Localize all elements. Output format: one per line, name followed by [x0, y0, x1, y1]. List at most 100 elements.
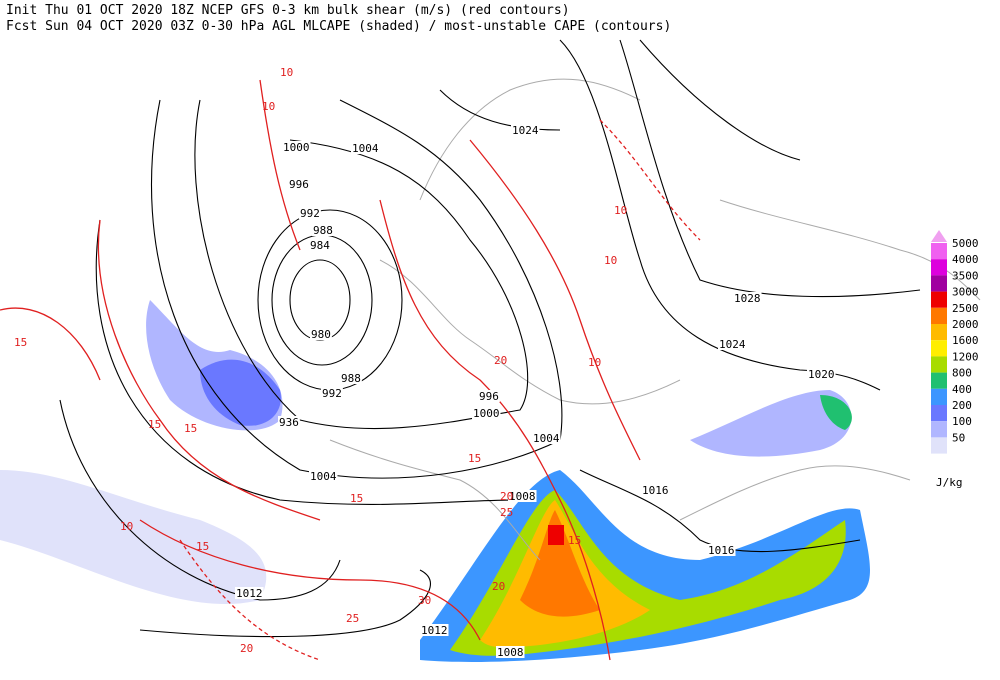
shear-contour: [139, 519, 481, 641]
isobar: [579, 469, 861, 553]
header-line: Init Thu 01 OCT 2020 18Z NCEP GFS 0-3 km…: [6, 3, 570, 18]
legend-label: 400: [952, 383, 972, 396]
isobar-label: 1016: [642, 484, 669, 497]
isobar: [271, 234, 373, 366]
shear-label: 15: [196, 540, 209, 553]
cape-area: [548, 525, 564, 545]
isobar-label: 988: [341, 372, 361, 385]
isobar-label: 992: [300, 207, 320, 220]
shear-contour: [379, 199, 611, 661]
shear-contour: [97, 219, 321, 521]
legend-label: 2000: [952, 318, 979, 331]
isobar-label: 936: [279, 416, 299, 429]
label-bg: [351, 142, 380, 154]
shear-label: 20: [500, 490, 513, 503]
isobar-label: 1020: [808, 368, 835, 381]
label-bg: [511, 124, 540, 136]
shear-label: 20: [240, 642, 253, 655]
label-bg: [472, 407, 501, 419]
cape-area: [200, 359, 281, 426]
isobar: [95, 219, 521, 505]
isobar-label: 1024: [719, 338, 746, 351]
shear-label: 15: [568, 534, 581, 547]
legend-swatch: [931, 291, 947, 308]
isobar: [439, 89, 561, 131]
isobar-label: 984: [310, 239, 330, 252]
isobar-label: 1016: [708, 544, 735, 557]
legend-label: 50: [952, 431, 965, 444]
isobar: [619, 39, 921, 298]
shear-label: 15: [468, 452, 481, 465]
legend-unit: J/kg: [936, 476, 963, 489]
isobar-label: 996: [479, 390, 499, 403]
legend-label: 1200: [952, 350, 979, 363]
legend-swatch: [931, 405, 947, 422]
label-bg: [420, 624, 449, 636]
isobar: [639, 39, 801, 161]
label-bg: [309, 239, 331, 251]
label-bg: [807, 368, 836, 380]
legend-label: 5000: [952, 237, 979, 250]
header-line: Fcst Sun 04 OCT 2020 03Z 0-30 hPa AGL ML…: [6, 19, 671, 34]
isobar-label: 980: [311, 328, 331, 341]
label-bg: [288, 178, 310, 190]
label-bg: [278, 416, 300, 428]
cape-area: [520, 510, 600, 617]
cape-area: [820, 395, 852, 430]
legend-swatch: [931, 372, 947, 389]
shear-label: 20: [494, 354, 507, 367]
isobar-label: 1012: [421, 624, 448, 637]
shear-contour: [599, 119, 701, 241]
shear-label: 15: [350, 492, 363, 505]
shear-label: 10: [614, 204, 627, 217]
contour-labels: 1000 1004 996 992 988 984 980 988 992 936 1004 1012…: [14, 66, 836, 659]
shear-label: 15: [184, 422, 197, 435]
legend-label: 200: [952, 399, 972, 412]
isobar-label: 1000: [283, 141, 310, 154]
shear-contour: [259, 79, 301, 251]
legend-swatch: [931, 356, 947, 373]
shear-label: 25: [346, 612, 359, 625]
legend-arrow: [931, 230, 947, 242]
shear-label: 20: [492, 580, 505, 593]
label-bg: [282, 141, 311, 153]
shear-label: 15: [14, 336, 27, 349]
isobar: [257, 209, 403, 391]
legend-label: 3000: [952, 286, 979, 299]
legend-swatch: [931, 388, 947, 405]
isobar-label: 1028: [734, 292, 761, 305]
shear-label: 10: [604, 254, 617, 267]
isobar-label: 1008: [497, 646, 524, 659]
coastline: [719, 199, 981, 301]
legend-label: 3500: [952, 269, 979, 282]
label-bg: [312, 224, 334, 236]
isobar: [59, 399, 341, 601]
shear-contour: [179, 539, 321, 661]
isobar: [139, 569, 431, 638]
label-bg: [235, 587, 264, 599]
isobar-label: 1000: [473, 407, 500, 420]
map: [0, 39, 981, 662]
legend: 5000 4000 3500 3000 2500 2000 1600 1200 800 400 20…: [931, 230, 979, 489]
label-bg: [299, 207, 321, 219]
label-bg: [532, 432, 561, 444]
isobar-label: 996: [289, 178, 309, 191]
shear-label: 10: [262, 100, 275, 113]
label-bg: [321, 387, 343, 399]
isobar-label: 1004: [533, 432, 560, 445]
label-bg: [340, 372, 362, 384]
legend-label: 100: [952, 415, 972, 428]
legend-label: 800: [952, 367, 972, 380]
isobar-label: 988: [313, 224, 333, 237]
legend-swatch: [931, 421, 947, 438]
shear-contour: [469, 139, 641, 461]
shear-label: 10: [280, 66, 293, 79]
isobar-label: 1004: [310, 470, 337, 483]
coastline: [679, 465, 911, 521]
label-bg: [496, 646, 525, 658]
legend-swatch: [931, 243, 947, 260]
legend-label: 1600: [952, 334, 979, 347]
legend-swatch: [931, 259, 947, 276]
label-bg: [310, 328, 332, 340]
